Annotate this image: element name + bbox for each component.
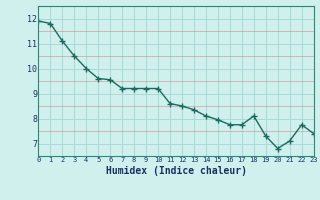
X-axis label: Humidex (Indice chaleur): Humidex (Indice chaleur) [106, 166, 246, 176]
